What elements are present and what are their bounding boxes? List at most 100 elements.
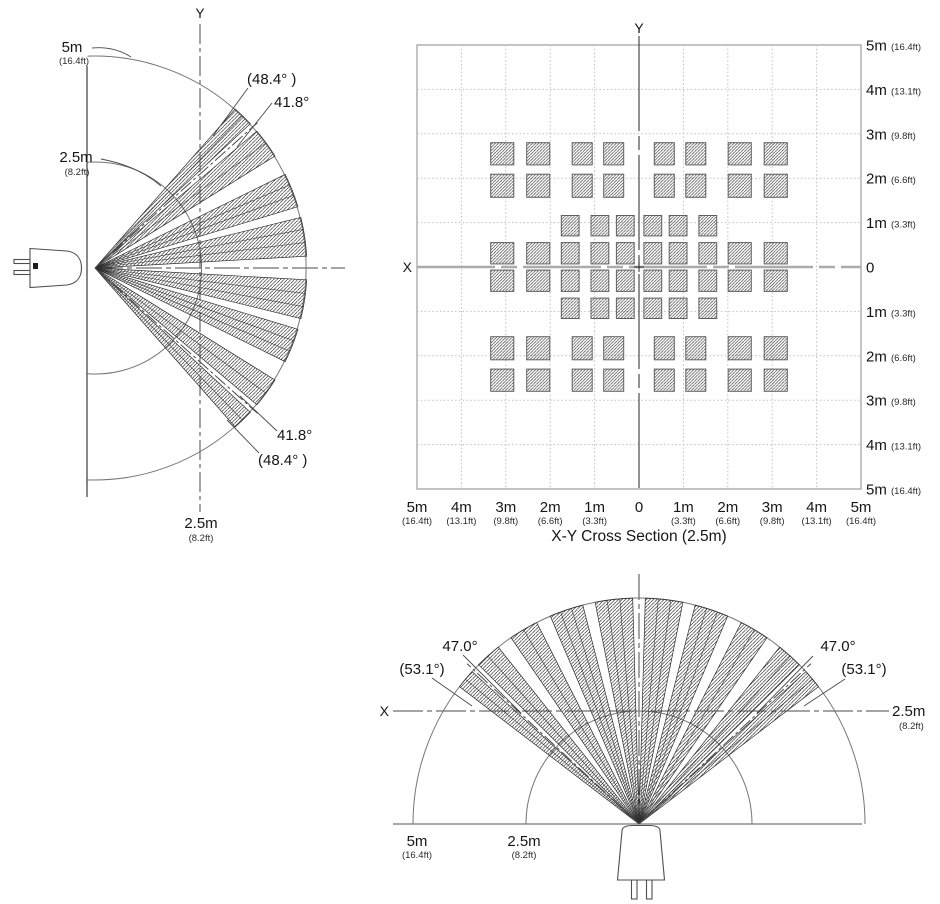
range-5m-label: 5m [62,39,83,56]
detection-zone [727,269,752,292]
detection-zone [560,242,580,265]
beam-split-line [98,270,267,394]
detection-zone [490,269,515,292]
leader-line [91,47,132,58]
tick-sublabel: (6.6ft) [538,516,563,527]
detection-zone [653,368,675,392]
detection-zone [727,242,752,265]
leader-line [239,395,278,432]
detection-zone [698,242,718,265]
sensor-element-dot [33,263,38,269]
tick-label: 4m [866,82,887,99]
side-detection-fan [87,55,308,481]
sensor-side-icon [13,247,83,289]
side-view-diagram: Y 5m (16.4ft) 2.5m (8.2ft) (48.4° ) 41.8… [13,6,345,544]
tick-label: 1m [673,499,694,516]
tick-label: 1m [866,215,887,232]
leader-line [431,677,473,707]
tick-sublabel: (16.4ft) [846,516,876,527]
beam-split-line [560,611,638,821]
tick-sublabel: (9.8ft) [493,516,518,527]
detection-zone [643,215,663,237]
detection-zone [727,368,752,392]
detection-zone [526,336,551,361]
range-5m-ft-label: (16.4ft) [402,850,432,861]
detection-zone [571,336,593,361]
leader-line [756,655,814,714]
beam-wedge [638,671,819,825]
sensor-top-icon [616,824,666,900]
beam-split-line [640,611,718,821]
tick-label: 4m [451,499,472,516]
angle-nominal-right-label: 47.0° [820,638,855,655]
tick-label: 4m [866,437,887,454]
beam-split-line [487,655,637,822]
tick-sublabel: (16.4ft) [891,42,921,53]
detection-zone [643,297,663,320]
top-view-diagram: X 2.5m (8.2ft) 47.0° (53.1°) 47.0° (53.1… [380,574,925,900]
tick-sublabel: (6.6ft) [891,353,916,364]
beam-split-line [639,598,659,821]
baseline-2-5m-ft-label: (8.2ft) [189,533,214,544]
leader-line [462,654,522,714]
nominal-angle-chain-line [94,267,258,414]
beam-split-line [98,194,295,267]
beam-wedge [638,597,684,825]
beam-split-line [97,115,243,266]
detection-zone [653,142,675,166]
beam-wedge [94,267,299,363]
tick-sublabel: (16.4ft) [891,486,921,497]
leader-line [226,419,260,454]
detection-zone [685,368,707,392]
beam-wedge [94,267,276,406]
detection-zone [698,215,718,237]
detection-zone [526,173,551,198]
beam-split-line [641,655,791,822]
detection-zone [615,269,635,292]
tick-label: 5m [407,499,428,516]
tick-sublabel: (6.6ft) [715,516,740,527]
detection-zone [571,173,593,198]
beam-wedge [94,173,299,269]
tick-label: 5m [851,499,872,516]
leader-line [212,87,249,137]
tick-sublabel: (16.4ft) [402,516,432,527]
detection-zone [727,336,752,361]
beam-split-line [465,679,637,822]
height-2-5m-ft-label: (8.2ft) [899,721,924,732]
detection-zone [526,368,551,392]
tick-label: 2m [717,499,738,516]
tick-sublabel: (3.3ft) [671,516,696,527]
beam-wedge [638,604,729,825]
beam-split-line [98,269,295,342]
tick-sublabel: (3.3ft) [891,308,916,319]
beam-wedge [510,622,640,825]
sensor-body [616,824,666,881]
baseline-2-5m-label: 2.5m [184,515,217,532]
beam-wedge [94,216,308,269]
nominal-angle-chain-line [638,663,812,825]
beam-split-line [639,600,672,821]
sensor-pin [13,258,32,265]
detection-zones [490,142,788,392]
detection-zone [571,368,593,392]
range-2-5m-ft-label: (8.2ft) [65,167,90,178]
beam-split-line [606,600,639,821]
tick-sublabel: (9.8ft) [891,131,916,142]
detection-zone [698,269,718,292]
detection-zone [668,242,688,265]
beam-wedge [459,671,640,825]
beam-split-line [640,629,755,821]
tick-label: 3m [866,126,887,143]
diagram-title: X-Y Cross Section (2.5m) [551,528,726,545]
leader-line [803,678,846,707]
range-2-5m-label: 2.5m [59,149,92,166]
detection-zone [763,242,788,265]
detection-zone [668,215,688,237]
detection-zone [698,297,718,320]
detection-zone [603,173,625,198]
detection-zone [560,269,580,292]
beam-split-line [639,608,707,821]
detection-zone [643,242,663,265]
tick-label: 2m [866,171,887,188]
